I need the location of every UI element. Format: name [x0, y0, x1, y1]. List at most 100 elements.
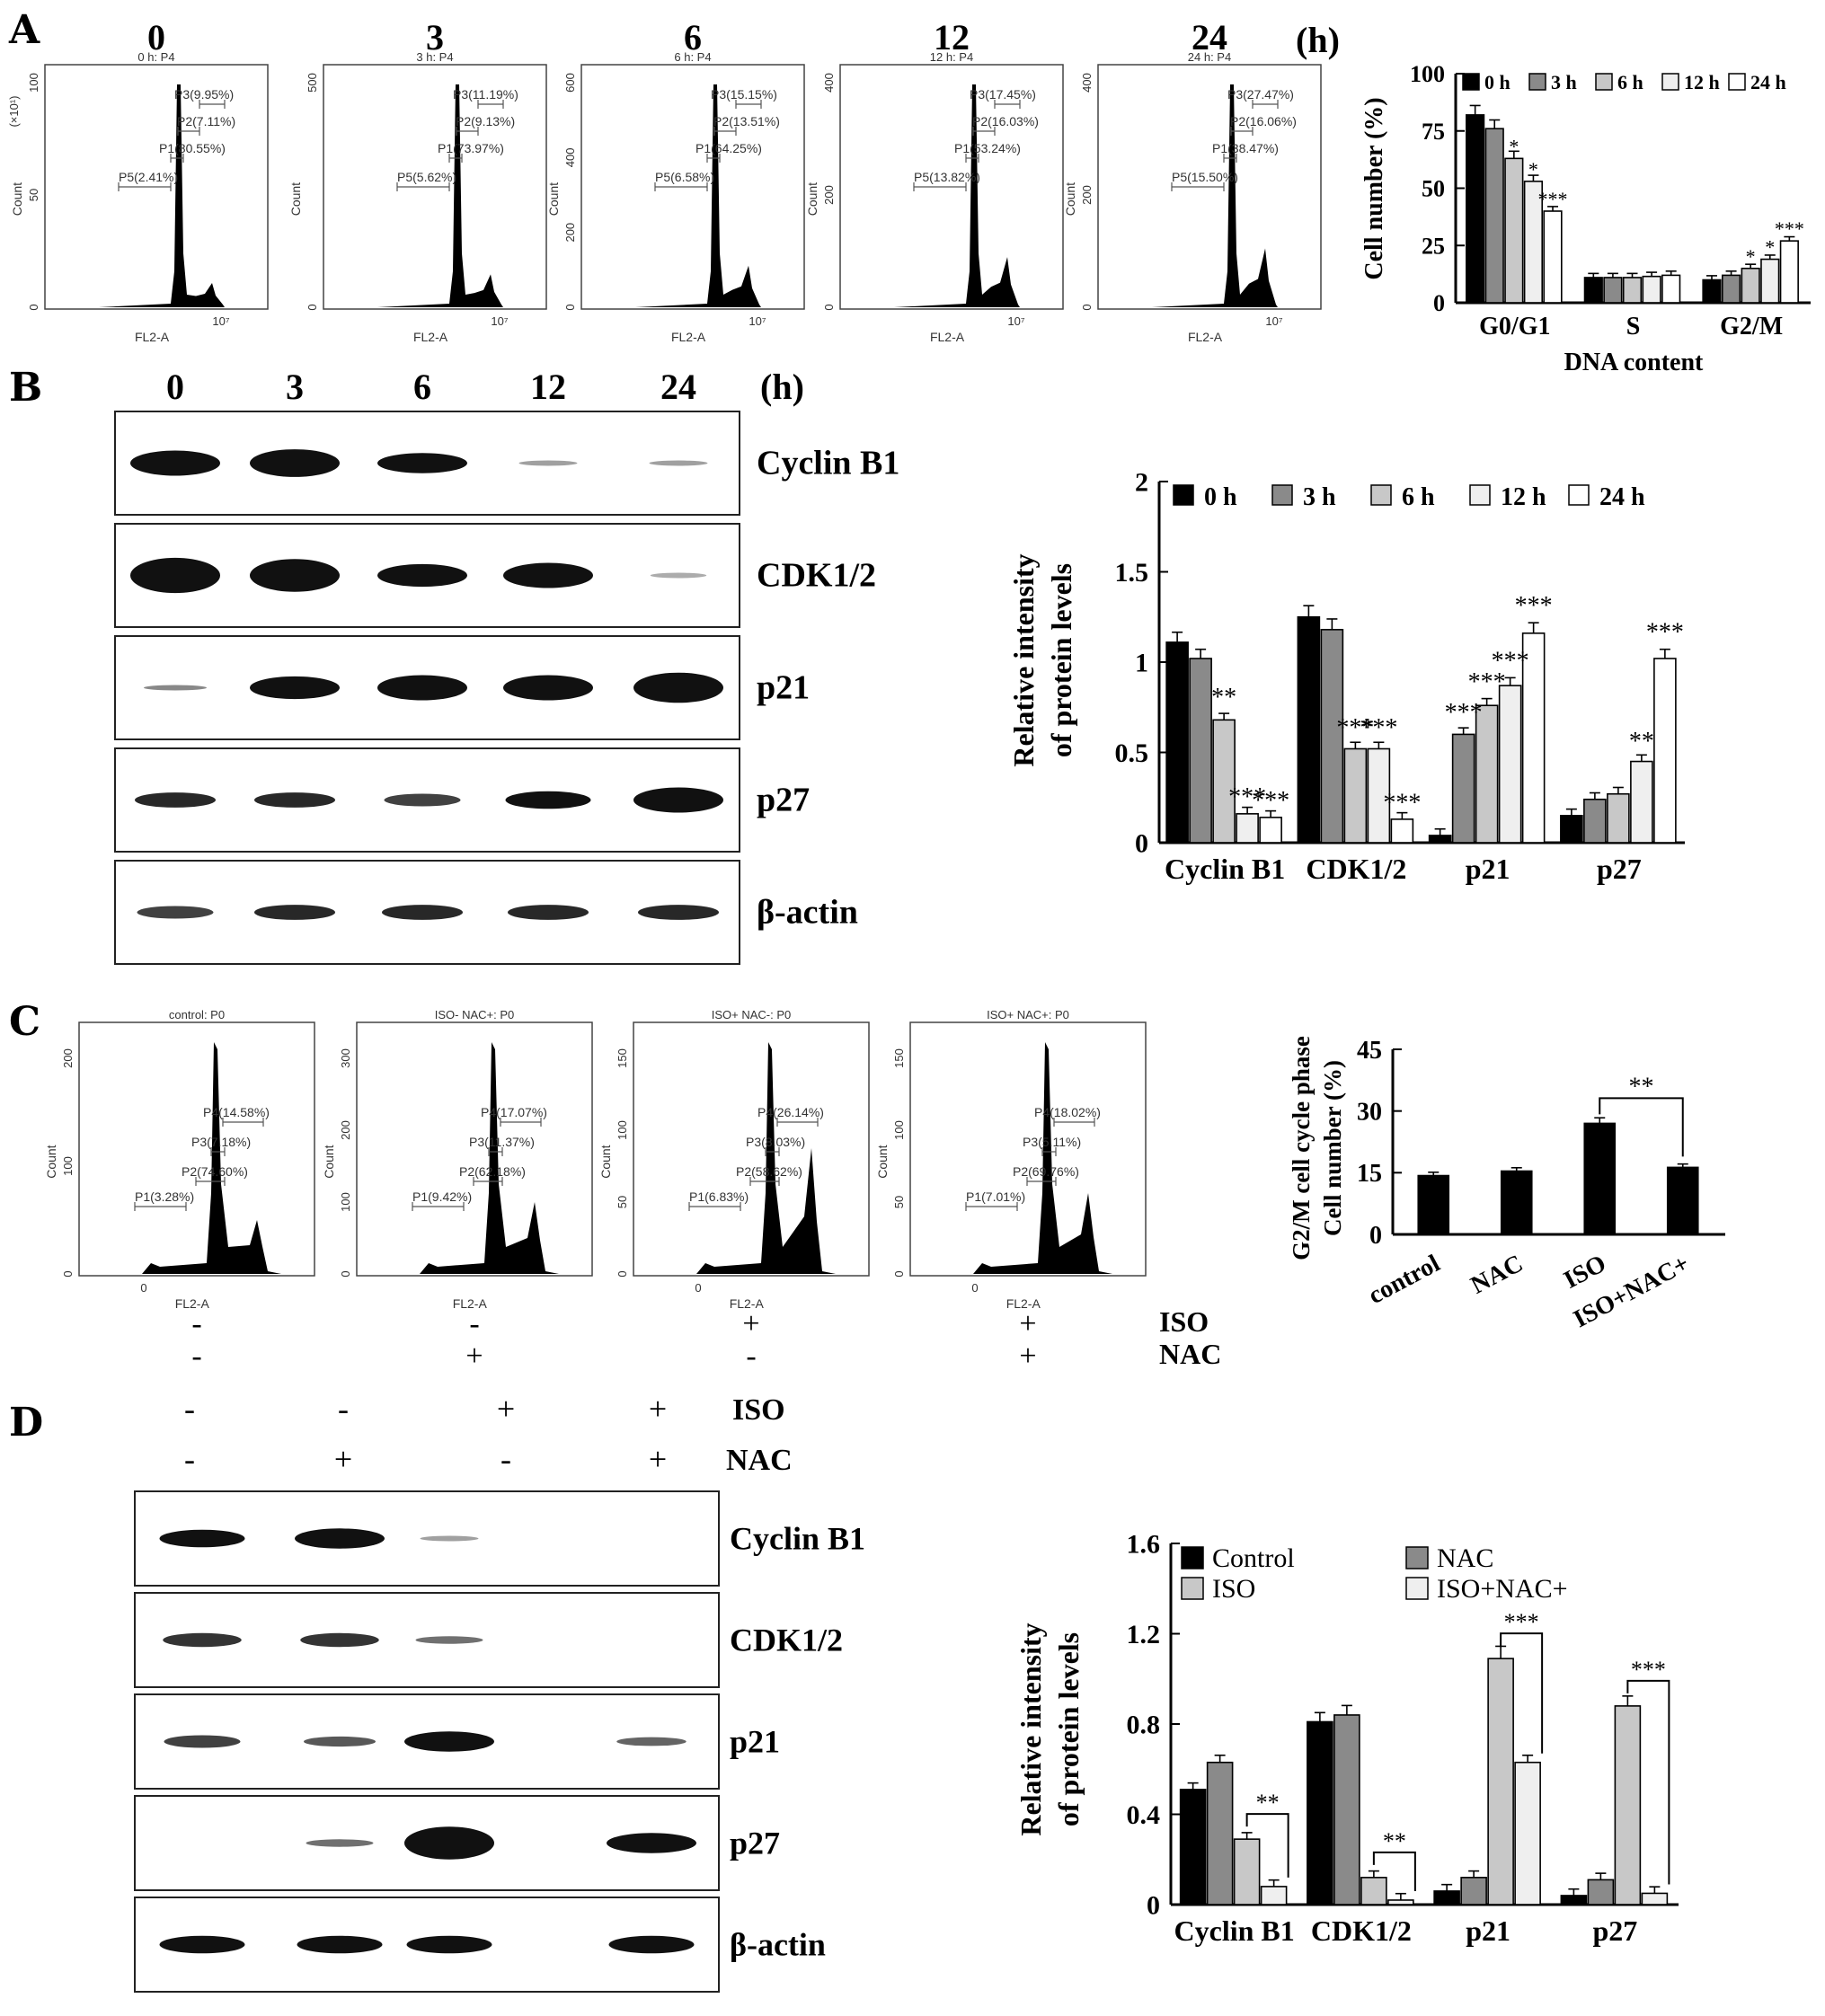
legend-swatch — [1181, 1546, 1204, 1569]
significance-bracket — [1626, 1679, 1670, 1885]
gate-label: P4(17.07%) — [481, 1105, 547, 1119]
histogram-ytick: 200 — [822, 185, 836, 205]
legend-swatch — [1173, 484, 1194, 506]
blot-label: Cyclin B1 — [757, 445, 899, 482]
blot-band — [297, 1935, 383, 1954]
histogram-ytick: 400 — [822, 73, 836, 93]
blot-label: p27 — [730, 1826, 780, 1861]
panel-c-letter: C — [9, 999, 40, 1045]
legend-label: 6 h — [1617, 71, 1643, 93]
blot-band — [608, 1935, 695, 1954]
legend-swatch — [1405, 1546, 1429, 1569]
blot-band — [254, 792, 335, 808]
significance-mark: ** — [1629, 728, 1654, 756]
blot-band — [404, 1826, 494, 1860]
bar — [1500, 1170, 1533, 1235]
gate-label: P4(18.02%) — [1034, 1105, 1101, 1119]
legend-label: 24 h — [1599, 483, 1645, 511]
blot-band — [649, 460, 708, 466]
histogram-peaks — [142, 1042, 281, 1274]
flow-histogram: 24 h: P4 Count 0 200 400 FL2-A 10⁷ P3(27.47%) P2… — [1063, 50, 1322, 344]
bar — [1543, 210, 1563, 304]
bar — [1189, 658, 1212, 844]
histogram-ytick: 200 — [339, 1120, 352, 1140]
gate-label: P1(38.47%) — [1212, 141, 1279, 155]
bar — [1165, 641, 1189, 844]
blot-label: β-actin — [730, 1927, 826, 1963]
iso-sign: - — [338, 1391, 349, 1427]
histogram-scale-note: (×10¹) — [7, 95, 21, 127]
histogram-ytick: 100 — [61, 1156, 75, 1176]
bar — [1390, 818, 1414, 844]
panel-a-letter: A — [8, 7, 40, 53]
iso-sign: + — [1019, 1307, 1036, 1340]
bar — [1760, 258, 1780, 304]
y-tick-label: 1.6 — [1127, 1530, 1161, 1560]
gate-label: P1(80.55%) — [159, 141, 226, 155]
bar — [1212, 719, 1236, 844]
gate-label: P1(7.01%) — [966, 1189, 1025, 1204]
blot-band — [633, 672, 723, 703]
bar — [1587, 1879, 1615, 1905]
blot-band — [130, 557, 220, 594]
bar — [1451, 733, 1475, 844]
gate-label: P1(9.42%) — [412, 1189, 472, 1204]
legend-label: 24 h — [1750, 71, 1786, 93]
blot-band — [505, 791, 591, 809]
histogram-title: 6 h: P4 — [674, 50, 711, 64]
blot-band — [415, 1636, 483, 1644]
bar — [1721, 274, 1741, 304]
histogram-frame — [78, 1021, 315, 1277]
histogram-xtick: 0 — [695, 1281, 701, 1295]
gate-label: P3(7.18%) — [191, 1135, 251, 1149]
time-point-label: 24 — [1192, 17, 1227, 57]
histogram-xtick: 10⁷ — [1007, 314, 1024, 328]
significance-bracket — [1599, 1097, 1684, 1157]
nac-sign: - — [184, 1441, 195, 1477]
blot-row: CDK1/2 — [134, 1592, 843, 1688]
blot-label: Cyclin B1 — [730, 1521, 865, 1557]
nac-sign: + — [649, 1441, 667, 1477]
gate-label: P2(74.60%) — [182, 1164, 248, 1179]
gate-label: P1(53.24%) — [954, 141, 1021, 155]
bar — [1466, 114, 1485, 304]
histogram-yaxis-label: Count — [322, 1145, 336, 1178]
blot-label: p27 — [757, 782, 810, 819]
category-label: Cyclin B1 — [1165, 853, 1285, 885]
bar — [1622, 277, 1643, 304]
blot-band — [638, 905, 719, 920]
blot-band — [406, 1935, 492, 1954]
histogram-ytick: 0 — [1080, 304, 1094, 310]
significance-mark: ** — [1383, 1828, 1406, 1854]
histogram-xlabel: FL2-A — [413, 330, 448, 344]
flow-histogram: 0 h: P4 Count (×10¹) 0 50 100 FL2-A 10⁷ P3(9.95%… — [7, 50, 269, 344]
bar — [1206, 1761, 1234, 1905]
panel-d-letter: D — [9, 1400, 43, 1446]
gate-label: P3(11.37%) — [469, 1135, 535, 1149]
bar — [1560, 815, 1583, 844]
histogram-peaks — [696, 1042, 836, 1274]
nac-sign: + — [465, 1340, 483, 1373]
bar — [1702, 279, 1722, 304]
gate-label: P3(11.19%) — [453, 87, 518, 102]
nac-sign: - — [191, 1340, 201, 1373]
histogram-xlabel: FL2-A — [1006, 1296, 1041, 1311]
bar — [1653, 658, 1677, 844]
gate-label: P5(6.58%) — [655, 170, 714, 184]
gate-label: P3(15.15%) — [711, 87, 777, 102]
legend-swatch — [1370, 484, 1392, 506]
blot-band — [377, 563, 467, 588]
histogram-ytick: 100 — [892, 1120, 906, 1140]
histogram-peaks — [1152, 84, 1278, 307]
y-tick-label: 0 — [1433, 290, 1445, 316]
histogram-ytick: 50 — [27, 189, 40, 201]
category-label: G2/M — [1720, 313, 1783, 340]
bar — [1460, 1877, 1487, 1905]
iso-sign: + — [497, 1391, 515, 1427]
histogram-ytick: 0 — [822, 304, 836, 310]
y-tick-label: 25 — [1422, 233, 1445, 259]
significance-mark: * — [1509, 135, 1519, 157]
significance-mark: ** — [1211, 684, 1236, 712]
